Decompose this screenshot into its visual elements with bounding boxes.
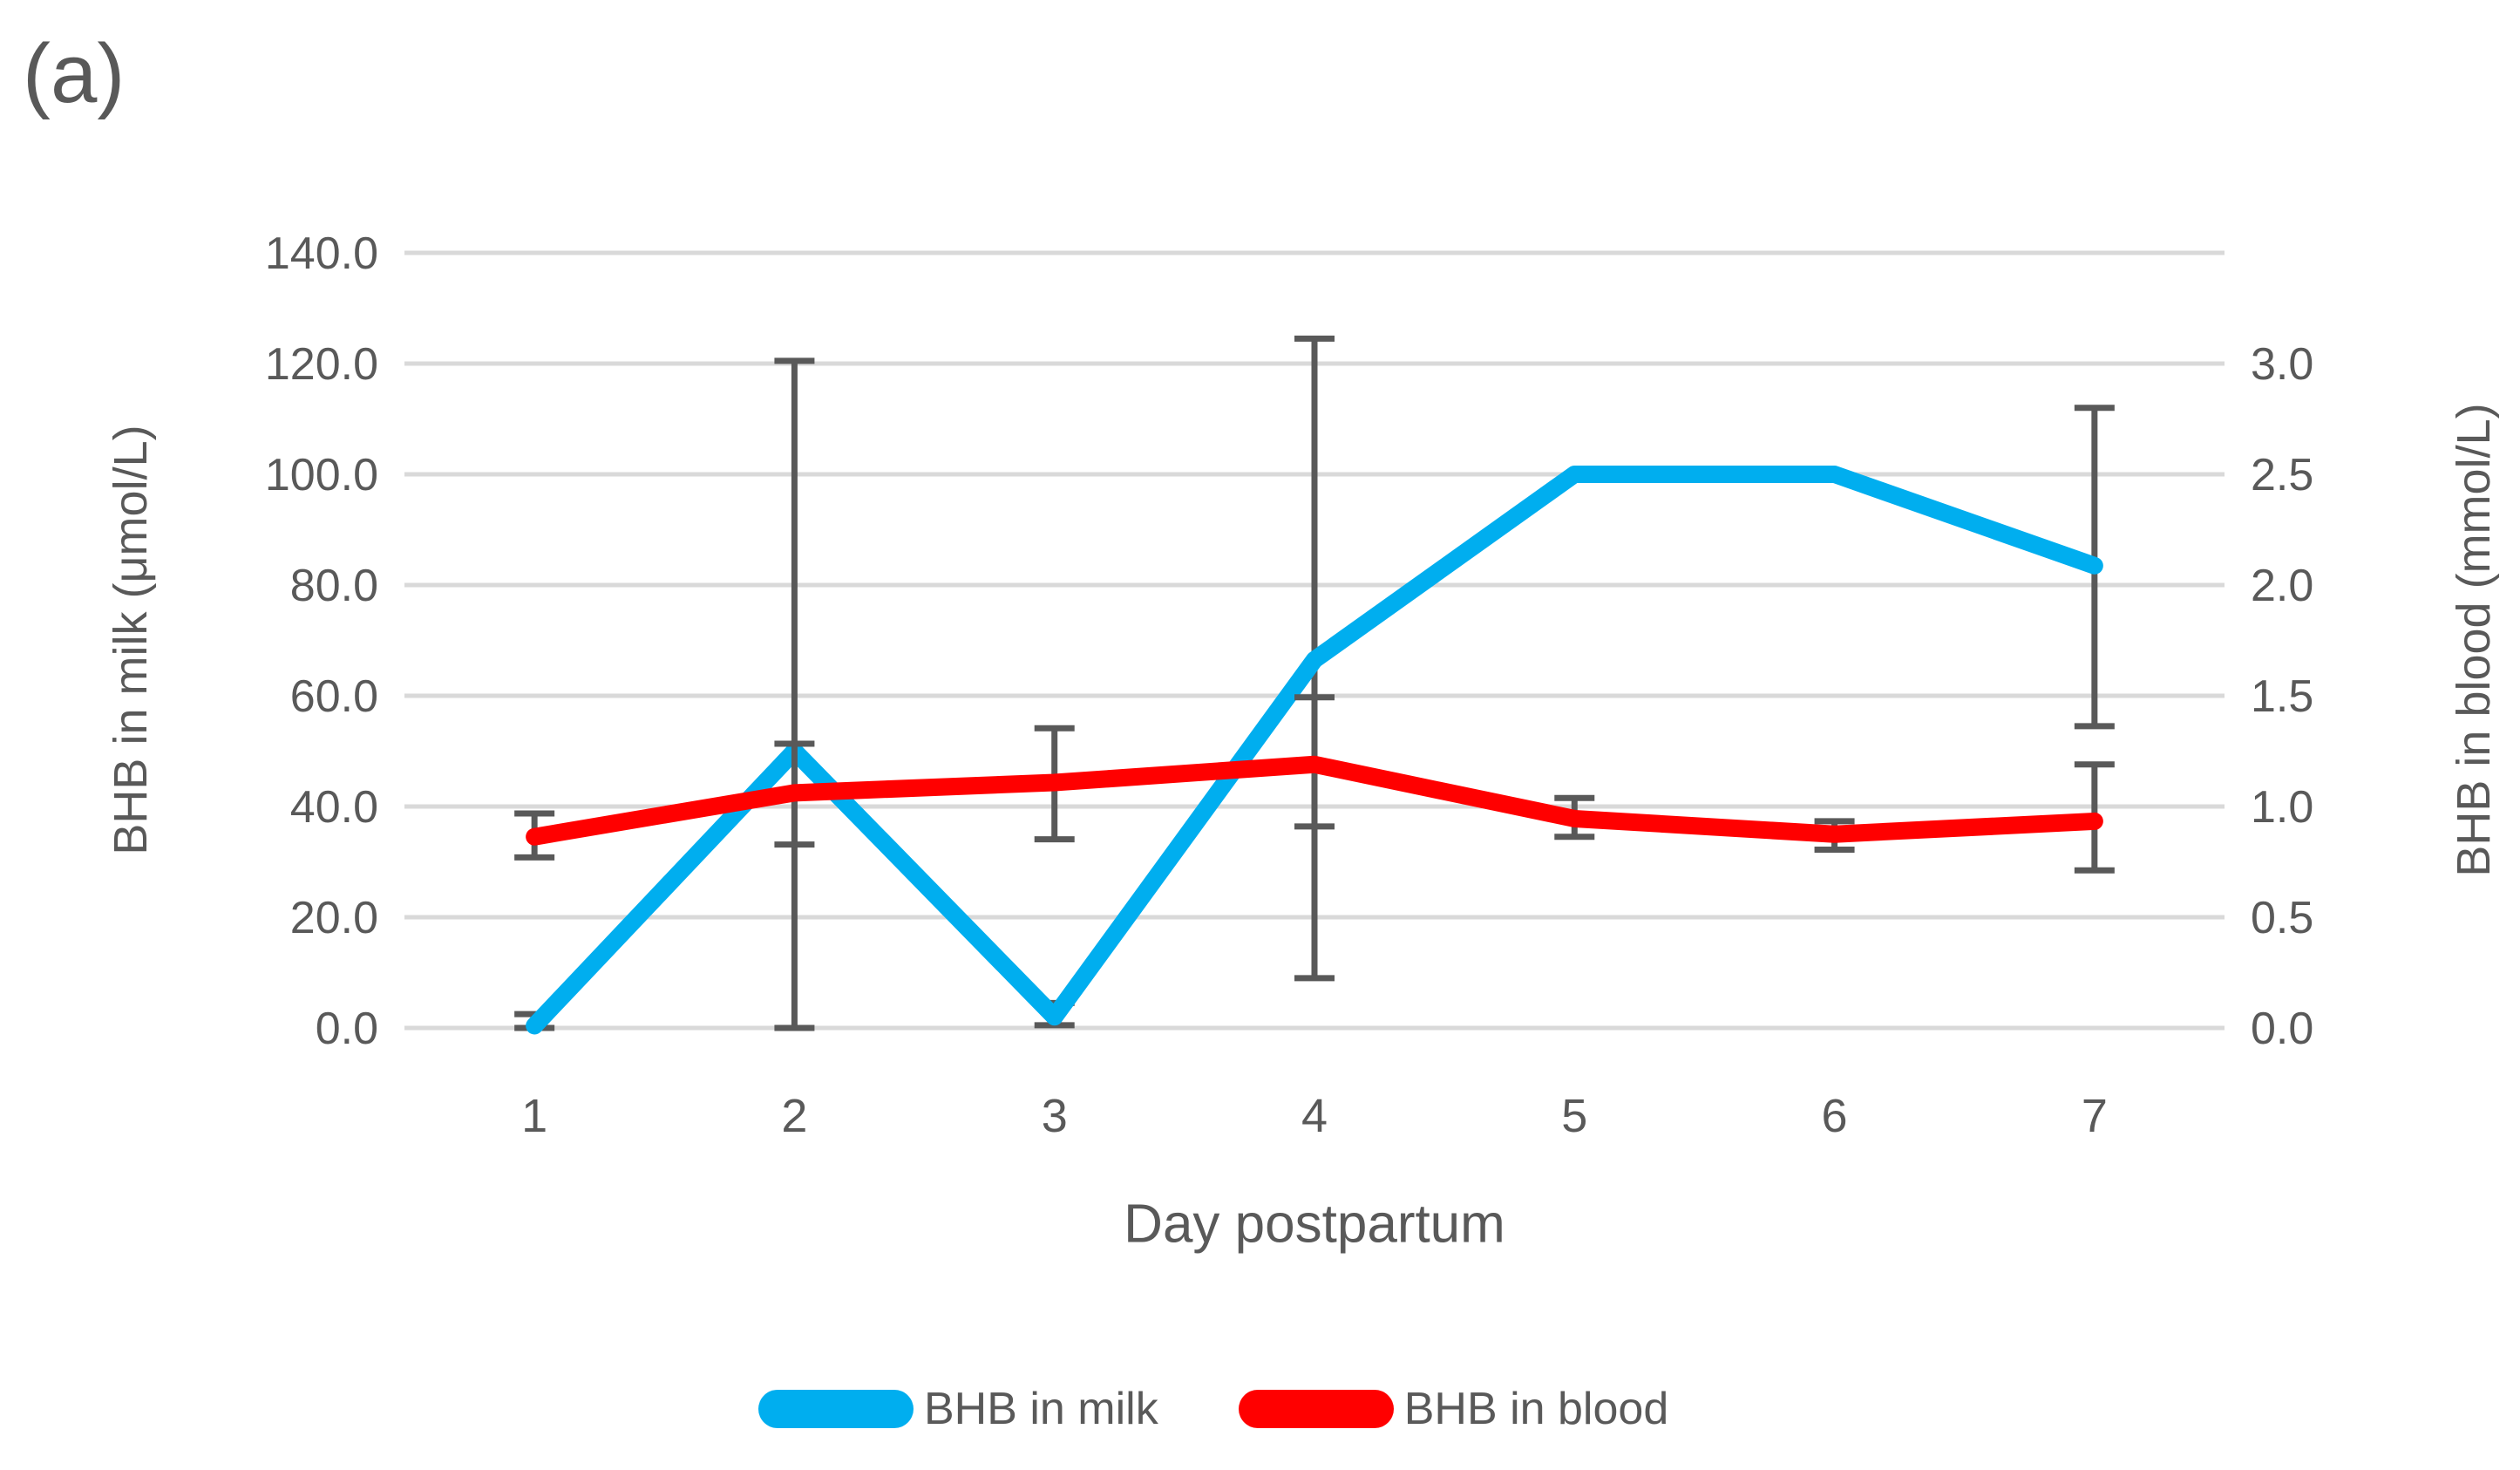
left-axis-tick-label: 120.0 <box>265 339 378 390</box>
x-axis-tick-label: 3 <box>1042 1090 1068 1142</box>
right-axis-tick-label: 1.0 <box>2251 782 2313 833</box>
legend-item-milk: BHB in milk <box>758 1383 1158 1435</box>
x-axis-tick-label: 6 <box>1822 1090 1848 1142</box>
right-axis-tick-label: 0.0 <box>2251 1004 2313 1054</box>
left-axis-tick-label: 100.0 <box>265 450 378 500</box>
left-axis-tick-label: 20.0 <box>290 893 378 943</box>
milk-series-swatch <box>758 1390 914 1428</box>
x-axis-title: Day postpartum <box>1124 1194 1505 1255</box>
right-axis-tick-label: 2.5 <box>2251 450 2313 500</box>
legend: BHB in milk BHB in blood <box>758 1383 1669 1435</box>
x-axis-tick-label: 7 <box>2082 1090 2108 1142</box>
right-axis-tick-label: 0.5 <box>2251 893 2313 943</box>
blood-series-swatch <box>1238 1390 1394 1428</box>
x-axis-tick-label: 5 <box>1561 1090 1587 1142</box>
x-axis-tick-label: 1 <box>521 1090 547 1142</box>
right-axis-tick-label: 1.5 <box>2251 671 2313 722</box>
left-axis-tick-label: 0.0 <box>316 1004 378 1054</box>
x-axis-tick-label: 2 <box>781 1090 807 1142</box>
legend-label-milk: BHB in milk <box>924 1384 1158 1434</box>
blood-series-line <box>526 755 2103 846</box>
panel-label: (a) <box>23 27 126 120</box>
legend-label-blood: BHB in blood <box>1403 1384 1669 1434</box>
left-axis-tick-label: 60.0 <box>290 671 378 722</box>
left-axis-title: BHB in milk (μmol/L) <box>105 425 157 855</box>
left-axis-tick-label: 140.0 <box>265 228 378 279</box>
left-axis-tick-label: 40.0 <box>290 782 378 833</box>
x-axis-tick-label: 4 <box>1301 1090 1328 1142</box>
legend-item-blood: BHB in blood <box>1238 1383 1669 1435</box>
right-axis-tick-label: 2.0 <box>2251 561 2313 611</box>
right-axis-tick-label: 3.0 <box>2251 339 2313 390</box>
left-axis-tick-label: 80.0 <box>290 561 378 611</box>
right-axis-title: BHB in blood (mmol/L) <box>2448 403 2500 877</box>
